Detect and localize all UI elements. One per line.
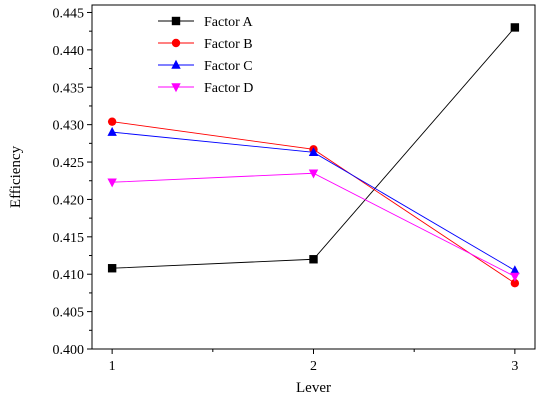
y-tick-label-6: 0.430	[53, 119, 85, 134]
legend-marker-0	[171, 16, 181, 26]
y-tick-label-7: 0.435	[53, 81, 85, 96]
legend-marker-2	[171, 59, 181, 69]
legend-entry-3: Factor D	[158, 81, 253, 96]
legend-label-3: Factor D	[204, 81, 253, 96]
legend-label-1: Factor B	[204, 37, 253, 52]
legend-marker-3	[171, 83, 181, 93]
series-factor-c	[107, 126, 520, 275]
data-point-1-0	[107, 117, 117, 126]
series-factor-a	[107, 23, 520, 273]
legend-entry-0: Factor A	[158, 15, 253, 30]
x-tick-label-0: 1	[109, 359, 116, 374]
y-tick-label-8: 0.440	[53, 44, 85, 59]
legend-marker-1	[171, 38, 181, 48]
series-factor-d	[107, 169, 520, 282]
data-point-3-0	[107, 178, 117, 188]
data-point-0-2	[510, 23, 520, 32]
axes: 0.400 0.405 0.410 0.415 0.420 0.425 0.430 0.435…	[53, 4, 536, 374]
data-point-3-1	[308, 169, 319, 179]
y-tick-label-3: 0.415	[53, 231, 85, 246]
y-tick-label-1: 0.405	[53, 306, 85, 321]
x-tick-label-2: 3	[511, 359, 518, 374]
y-tick-label-5: 0.425	[53, 156, 85, 171]
y-tick-label-4: 0.420	[53, 193, 85, 208]
data-point-2-0	[107, 126, 117, 136]
data-point-2-1	[308, 147, 319, 157]
legend-label-2: Factor C	[204, 59, 253, 74]
y-tick-label-9: 0.445	[53, 6, 85, 21]
legend-entry-1: Factor B	[158, 37, 253, 52]
legend-label-0: Factor A	[204, 15, 253, 30]
x-axis-title: Lever	[296, 380, 331, 396]
data-point-0-1	[309, 255, 318, 264]
x-tick-label-1: 2	[310, 359, 317, 374]
legend-entry-2: Factor C	[158, 59, 253, 74]
series-layer	[107, 23, 520, 288]
y-tick-label-2: 0.410	[53, 268, 85, 283]
data-point-1-2	[510, 278, 520, 288]
data-point-3-2	[510, 272, 520, 282]
y-axis-title: Efficiency	[8, 145, 24, 208]
data-point-0-0	[107, 264, 117, 273]
data-point-2-2	[510, 265, 520, 275]
legend: Factor A Factor B Factor C Factor D	[158, 15, 253, 96]
y-tick-label-0: 0.400	[53, 343, 85, 358]
